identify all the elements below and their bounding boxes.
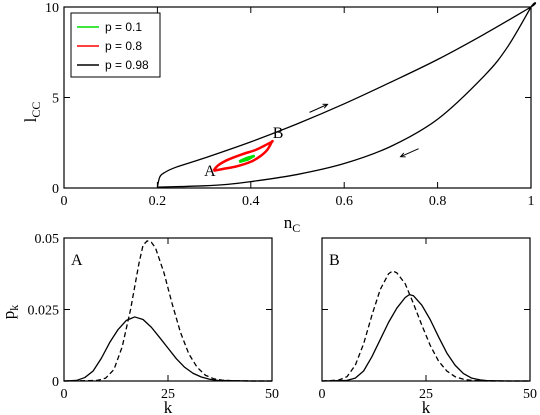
top-xtick-label: 0.8 bbox=[429, 194, 447, 209]
bottom-left-x-axis-label: k bbox=[164, 398, 173, 415]
bottom-left-plot-frame bbox=[63, 237, 273, 382]
bottom-right-ticks: 0 25 50 bbox=[319, 237, 537, 402]
top-xtick-label: 0 bbox=[61, 194, 68, 209]
top-annotations: AB bbox=[204, 103, 419, 180]
top-series bbox=[156, 2, 537, 188]
bottom-left-xtick-label: 25 bbox=[161, 387, 175, 402]
bottom-left-y-axis-label: pk bbox=[0, 305, 21, 320]
top-xtick-label: 0.2 bbox=[149, 194, 167, 209]
top-ytick-label: 5 bbox=[52, 92, 59, 107]
bottom-right-xtick-label: 25 bbox=[419, 387, 433, 402]
bottom-left-solid-curve bbox=[63, 316, 272, 382]
bottom-left-panel: 0 25 50 0 0.025 0.05 A k pk bbox=[0, 232, 279, 415]
top-y-axis-label: lCC bbox=[21, 102, 43, 123]
legend-label-p098: p = 0.98 bbox=[105, 58, 149, 72]
legend: p = 0.1 p = 0.8 p = 0.98 bbox=[70, 12, 161, 78]
bottom-right-plot-frame bbox=[321, 237, 531, 382]
bottom-left-dashed-curve bbox=[63, 240, 272, 382]
bottom-right-solid-curve bbox=[321, 293, 530, 382]
bottom-left-ytick-label: 0 bbox=[52, 375, 59, 390]
series-loop-098 bbox=[156, 2, 537, 188]
bottom-right-panel: 0 25 50 B k bbox=[319, 237, 537, 415]
direction-arrowhead-2 bbox=[399, 152, 406, 158]
direction-arrowhead-1 bbox=[322, 103, 329, 109]
top-xtick-label: 1 bbox=[528, 194, 535, 209]
point-label-a: A bbox=[204, 163, 216, 180]
top-xtick-label: 0.6 bbox=[335, 194, 353, 209]
bottom-left-xtick-label: 0 bbox=[61, 387, 68, 402]
direction-arrow-1 bbox=[309, 103, 328, 113]
bottom-right-x-axis-label: k bbox=[422, 398, 431, 415]
top-x-axis-label: nC bbox=[284, 213, 301, 235]
bottom-right-xtick-label: 50 bbox=[523, 387, 537, 402]
top-ytick-label: 0 bbox=[52, 182, 59, 197]
bottom-left-ticks: 0 25 50 0 0.025 0.05 bbox=[28, 232, 280, 402]
panel-label-a: A bbox=[71, 252, 83, 269]
top-xtick-label: 0.4 bbox=[242, 194, 260, 209]
top-ytick-label: 10 bbox=[45, 1, 59, 16]
bottom-left-series bbox=[63, 240, 272, 382]
series-loop-01 bbox=[238, 154, 256, 164]
bottom-left-ytick-label: 0.05 bbox=[35, 232, 60, 247]
legend-label-p08: p = 0.8 bbox=[105, 39, 142, 53]
series-loop-08 bbox=[212, 139, 274, 173]
bottom-left-ytick-label: 0.025 bbox=[28, 304, 60, 319]
legend-frame bbox=[70, 12, 161, 78]
bottom-left-xtick-label: 50 bbox=[265, 387, 279, 402]
legend-label-p01: p = 0.1 bbox=[105, 20, 142, 34]
direction-arrow-2 bbox=[400, 148, 419, 158]
bottom-right-xtick-label: 0 bbox=[319, 387, 326, 402]
bottom-right-dashed-curve bbox=[321, 270, 530, 382]
panel-label-b: B bbox=[329, 252, 340, 269]
bottom-right-series bbox=[321, 270, 530, 382]
point-label-b: B bbox=[273, 125, 284, 142]
